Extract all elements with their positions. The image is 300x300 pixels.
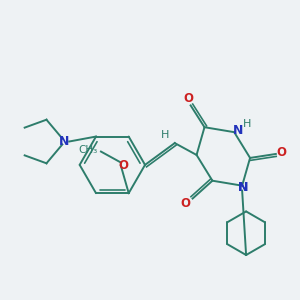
Text: N: N	[238, 181, 248, 194]
Text: N: N	[238, 181, 248, 194]
Text: CH₃: CH₃	[79, 145, 98, 154]
Text: O: O	[119, 159, 129, 172]
Text: H: H	[243, 119, 251, 129]
Text: O: O	[277, 146, 287, 160]
Text: N: N	[233, 124, 243, 137]
Text: H: H	[161, 130, 169, 140]
Text: O: O	[181, 197, 191, 210]
Text: O: O	[184, 92, 194, 105]
Text: N: N	[59, 135, 70, 148]
